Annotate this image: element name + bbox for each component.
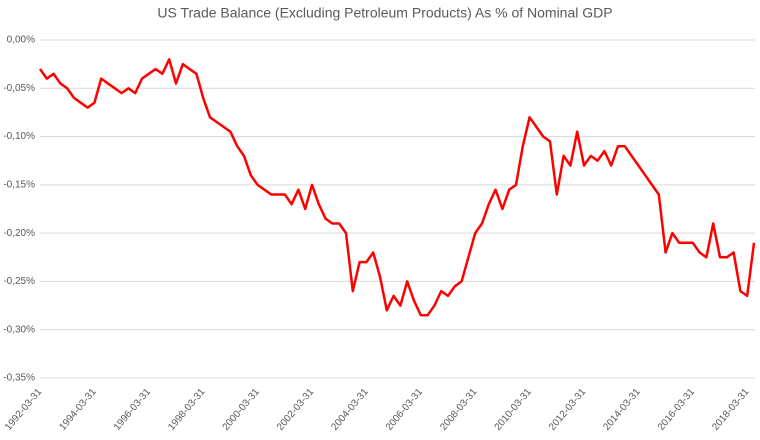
y-tick-label: -0,25% <box>3 276 35 287</box>
x-tick-label: 1998-03-31 <box>166 386 208 433</box>
x-tick-label: 2010-03-31 <box>493 386 535 433</box>
y-tick-label: -0,05% <box>3 83 35 94</box>
x-tick-label: 2012-03-31 <box>547 386 589 433</box>
x-tick-label: 1994-03-31 <box>57 386 99 433</box>
chart-title: US Trade Balance (Excluding Petroleum Pr… <box>157 5 612 21</box>
x-tick-label: 2018-03-31 <box>710 386 752 433</box>
x-tick-label: 2002-03-31 <box>275 386 317 433</box>
y-tick-label: -0,30% <box>3 324 35 335</box>
y-tick-label: -0,20% <box>3 228 35 239</box>
x-tick-label: 2016-03-31 <box>656 386 698 433</box>
data-line <box>38 58 756 317</box>
y-tick-label: -0,10% <box>3 131 35 142</box>
x-tick-label: 2008-03-31 <box>438 386 480 433</box>
y-tick-label: -0,15% <box>3 179 35 190</box>
x-tick-label: 2014-03-31 <box>601 386 643 433</box>
x-tick-label: 2004-03-31 <box>329 386 371 433</box>
x-tick-label: 2000-03-31 <box>221 386 263 433</box>
y-tick-label: -0,35% <box>3 373 35 384</box>
x-tick-label: 1996-03-31 <box>112 386 154 433</box>
y-tick-label: 0,00% <box>7 35 35 46</box>
x-tick-label: 2006-03-31 <box>384 386 426 433</box>
x-tick-label: 1992-03-31 <box>3 386 45 433</box>
